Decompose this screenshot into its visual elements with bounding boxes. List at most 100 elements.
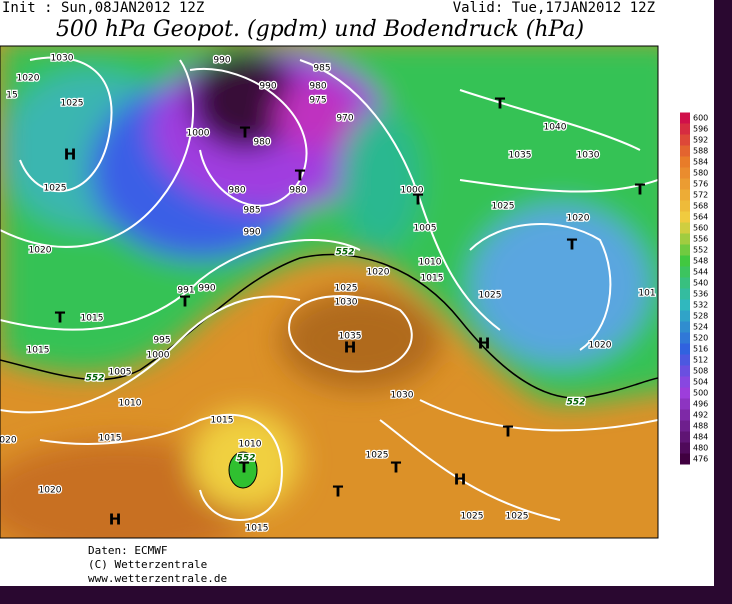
map-label: 1020: [567, 214, 590, 224]
map-label: T: [180, 293, 191, 311]
colorbar-label: 584: [693, 158, 708, 167]
map-label: 1030: [335, 298, 358, 308]
map-label: 1025: [61, 99, 84, 109]
init-time: Init : Sun,08JAN2012 12Z: [2, 0, 204, 16]
map-label: H: [478, 335, 491, 353]
colorbar-label: 528: [693, 312, 708, 321]
map-label: T: [567, 236, 578, 254]
map-label: 1020: [29, 246, 52, 256]
colorbar-cell: [680, 145, 690, 157]
colorbar-label: 576: [693, 180, 708, 189]
map-label: 1030: [577, 151, 600, 161]
map-label: 985: [243, 206, 260, 216]
map-label: 1010: [419, 258, 442, 268]
colorbar-cell: [680, 200, 690, 212]
map-label: 1025: [366, 451, 389, 461]
colorbar-label: 480: [693, 444, 708, 453]
map-label: 990: [213, 56, 230, 66]
map-label: T: [391, 459, 402, 477]
colorbar-label: 508: [693, 367, 708, 376]
colorbar-label: 516: [693, 345, 708, 354]
map-label: H: [344, 339, 357, 357]
colorbar-cell: [680, 387, 690, 399]
map-label: T: [55, 309, 66, 327]
map-label: 552: [567, 398, 586, 408]
colorbar-cell: [680, 376, 690, 388]
colorbar-label: 600: [693, 114, 708, 123]
colorbar-label: 532: [693, 301, 708, 310]
colorbar-cell: [680, 211, 690, 223]
map-label: 980: [228, 186, 245, 196]
colorbar-cell: [680, 321, 690, 333]
colorbar-label: 524: [693, 323, 708, 332]
map-label: 1035: [339, 332, 362, 342]
map-label: 1015: [211, 416, 234, 426]
colorbar-cell: [680, 365, 690, 377]
colorbar-label: 544: [693, 268, 708, 277]
footer-line: www.wetterzentrale.de: [88, 572, 227, 585]
colorbar-cell: [680, 343, 690, 355]
colorbar-cell: [680, 332, 690, 344]
colorbar-label: 552: [693, 246, 708, 255]
colorbar-cell: [680, 167, 690, 179]
colorbar-cell: [680, 442, 690, 454]
map-label: 552: [237, 454, 256, 464]
colorbar-label: 536: [693, 290, 708, 299]
map-label: 1030: [391, 391, 414, 401]
map-label: 1025: [479, 291, 502, 301]
map-label: 1030: [51, 54, 74, 64]
colorbar-label: 548: [693, 257, 708, 266]
map-label: 101: [638, 289, 655, 299]
colorbar-label: 484: [693, 433, 708, 442]
frame: [0, 586, 732, 604]
map-label: T: [503, 423, 514, 441]
footer-line: (C) Wetterzentrale: [88, 558, 207, 571]
map-label: H: [64, 146, 77, 164]
map-label: 1025: [492, 202, 515, 212]
map-label: T: [240, 124, 251, 142]
colorbar-cell: [680, 431, 690, 443]
map-label: 1005: [109, 368, 132, 378]
colorbar-label: 496: [693, 400, 708, 409]
map: 1030 1020 1025 15 H 1025 1020 T 1015 1015 552 1005 1…: [0, 46, 658, 538]
map-label: 1000: [187, 129, 210, 139]
colorbar-label: 556: [693, 235, 708, 244]
map-label: 985: [313, 64, 330, 74]
map-border: [0, 45, 659, 539]
map-label: 975: [309, 96, 326, 106]
colorbar-label: 588: [693, 147, 708, 156]
colorbar: 600 596 592 588 584 580 576 572 568 564 560 556 552 5…: [680, 112, 708, 465]
colorbar-cell: [680, 178, 690, 190]
map-label: 980: [289, 186, 306, 196]
map-label: 990: [243, 228, 260, 238]
colorbar-cell: [680, 134, 690, 146]
colorbar-label: 476: [693, 455, 708, 464]
map-label: 1010: [119, 399, 142, 409]
map-label: 1010: [239, 440, 262, 450]
map-label: T: [495, 95, 506, 113]
colorbar-cell: [680, 299, 690, 311]
map-label: T: [333, 483, 344, 501]
map-label: T: [413, 191, 424, 209]
valid-time: Valid: Tue,17JAN2012 12Z: [453, 0, 655, 16]
colorbar-cell: [680, 354, 690, 366]
map-label: 020: [0, 436, 17, 446]
colorbar-cell: [680, 288, 690, 300]
colorbar-label: 540: [693, 279, 708, 288]
map-label: H: [109, 511, 122, 529]
title: 500 hPa Geopot. (gpdm) und Bodendruck (h…: [56, 17, 584, 42]
colorbar-cell: [680, 409, 690, 421]
colorbar-label: 520: [693, 334, 708, 343]
map-label: 980: [253, 138, 270, 148]
colorbar-label: 560: [693, 224, 708, 233]
colorbar-label: 568: [693, 202, 708, 211]
map-label: 1025: [335, 284, 358, 294]
colorbar-cell: [680, 277, 690, 289]
map-label: 15: [6, 91, 17, 101]
map-label: 1040: [544, 123, 567, 133]
map-label: 991: [177, 286, 194, 296]
colorbar-cell: [680, 156, 690, 168]
colorbar-label: 564: [693, 213, 708, 222]
